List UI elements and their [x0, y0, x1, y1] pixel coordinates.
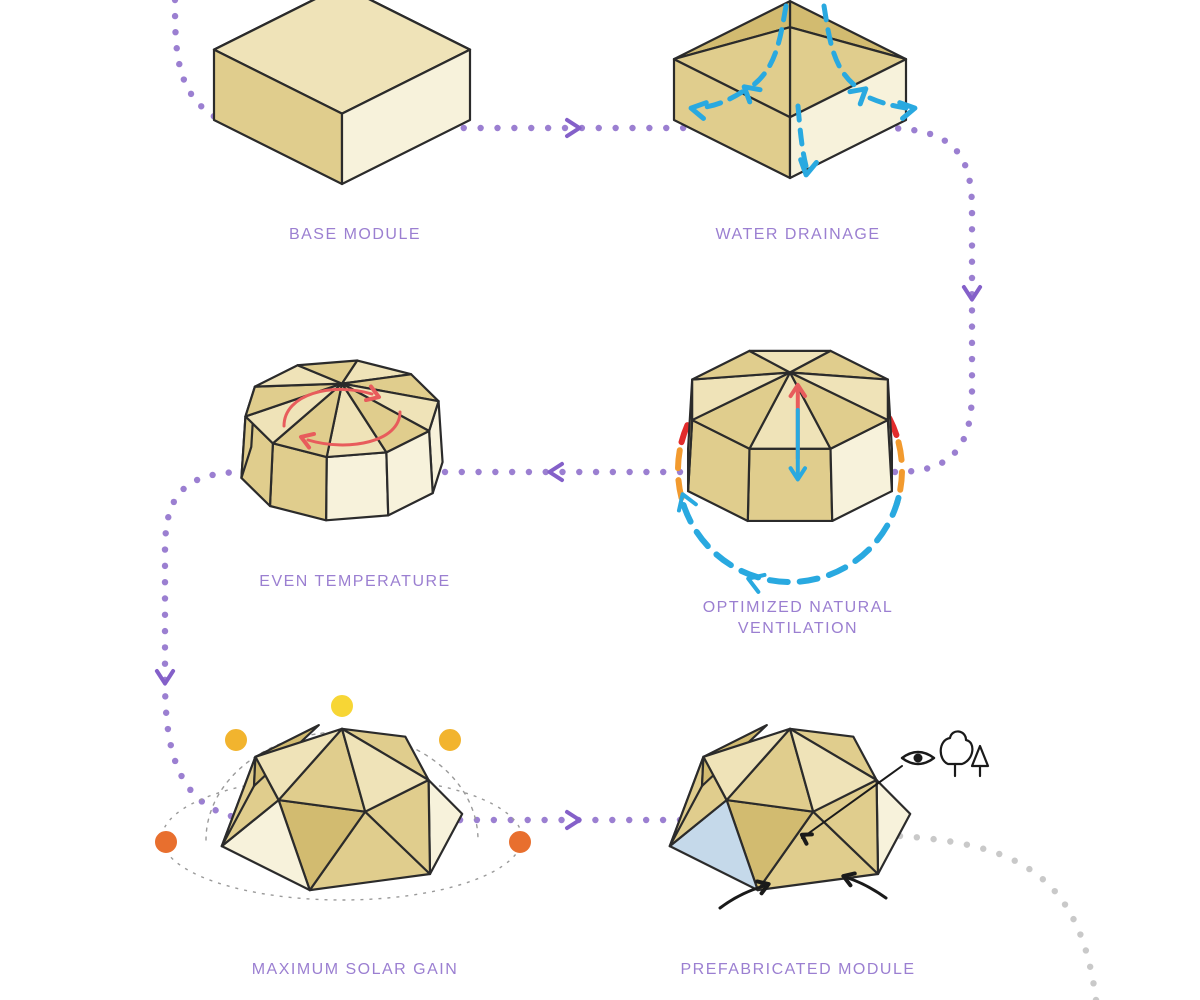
eye-icon	[902, 752, 934, 764]
module-prefab	[670, 725, 988, 908]
connector-continuation	[897, 833, 1099, 1000]
label-base: BASE MODULE	[289, 225, 421, 246]
module-temperature	[241, 361, 442, 521]
module-ventilation	[674, 351, 902, 592]
label-drainage: WATER DRAINAGE	[715, 225, 880, 246]
label-temp: EVEN TEMPERATURE	[259, 572, 450, 593]
module-base	[214, 0, 470, 184]
module-drainage	[674, 1, 916, 178]
label-solar: MAXIMUM SOLAR GAIN	[252, 960, 459, 981]
trees-icon	[941, 731, 988, 776]
module-solar	[154, 694, 532, 900]
label-prefab: PREFABRICATED MODULE	[680, 960, 915, 981]
diagram-canvas	[0, 0, 1200, 1000]
label-vent: OPTIMIZED NATURAL VENTILATION	[703, 598, 894, 640]
